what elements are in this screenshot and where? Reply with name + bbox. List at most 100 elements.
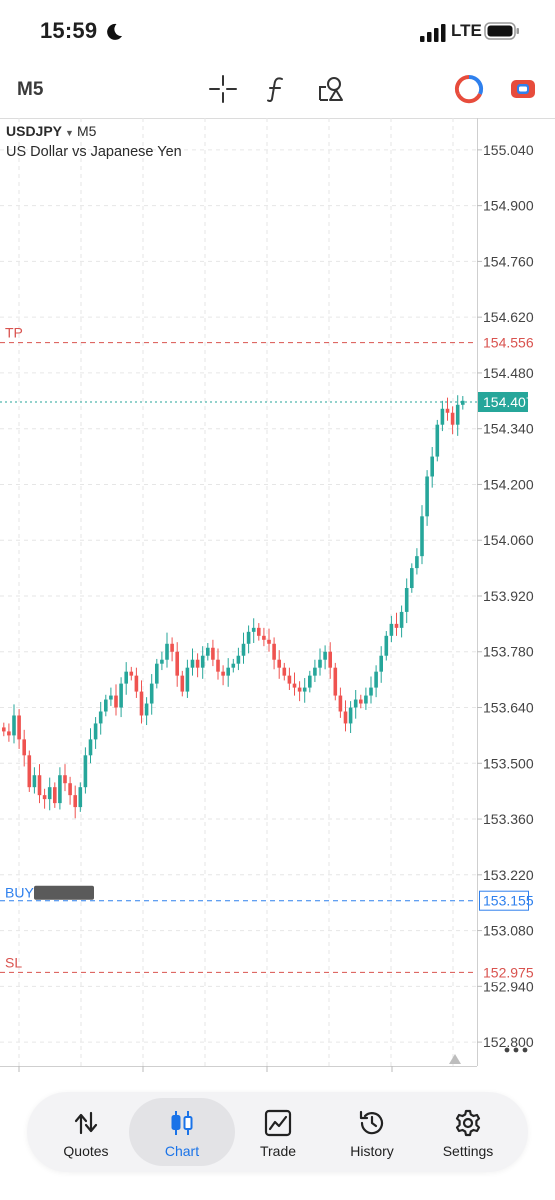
- candle-body: [7, 731, 11, 736]
- signal-icon: [420, 24, 446, 42]
- candle: [53, 782, 57, 808]
- price-tick-label: 153.360: [483, 811, 534, 827]
- candle: [425, 470, 429, 526]
- candle-body: [251, 627, 256, 632]
- trade-icon: [264, 1109, 292, 1137]
- price-tick-label: 154.760: [483, 253, 534, 269]
- candle-body: [241, 643, 246, 656]
- chart-area[interactable]: 155.040 154.900 154.760 154.620 154.480 154.3…: [0, 118, 555, 1074]
- candle: [114, 684, 118, 716]
- candle-body: [129, 671, 134, 676]
- candle-body: [399, 611, 404, 628]
- sl-price-tag: 152.975: [483, 964, 534, 980]
- candle: [7, 723, 11, 742]
- candle: [2, 722, 6, 737]
- settings-icon: [455, 1109, 481, 1137]
- price-tick-label: 154.340: [483, 421, 534, 437]
- candle: [246, 625, 251, 654]
- crosshair-icon[interactable]: [208, 74, 238, 104]
- symbol-timeframe: M5: [76, 123, 97, 139]
- price-tick-label: 153.920: [483, 588, 534, 604]
- nav-chart[interactable]: Chart: [129, 1098, 235, 1166]
- candle: [211, 639, 215, 667]
- candle: [313, 659, 317, 683]
- candle-body: [333, 667, 338, 696]
- status-time: 15:59: [40, 18, 98, 43]
- candle: [134, 667, 139, 698]
- candle: [420, 505, 424, 565]
- candle: [318, 648, 322, 676]
- candle: [165, 632, 169, 668]
- nav-trade[interactable]: Trade: [225, 1098, 331, 1166]
- candle-body: [353, 699, 358, 708]
- candle-body: [221, 671, 225, 676]
- candle-body: [364, 695, 368, 704]
- candle-body: [119, 683, 123, 708]
- candle-body: [32, 775, 37, 788]
- candle-body: [58, 775, 62, 804]
- candle-body: [277, 659, 281, 668]
- candle-body: [272, 643, 276, 660]
- chart-icon: [171, 1111, 193, 1135]
- objects-icon[interactable]: [316, 74, 346, 104]
- candle-body: [450, 412, 455, 425]
- price-tick-label: 153.220: [483, 867, 534, 883]
- candle-body: [369, 687, 373, 696]
- candle: [63, 764, 67, 792]
- candle: [124, 662, 128, 695]
- candle: [450, 406, 455, 435]
- candle: [461, 396, 465, 410]
- symbol-name[interactable]: USDJPY: [6, 123, 63, 139]
- nav-history[interactable]: History: [319, 1098, 425, 1166]
- candle-body: [292, 683, 297, 688]
- candle: [93, 717, 98, 749]
- candle-body: [190, 659, 195, 668]
- candle: [287, 667, 292, 690]
- price-tick-label: 153.640: [483, 700, 534, 716]
- nav-quotes[interactable]: Quotes: [33, 1098, 139, 1166]
- candle-body: [195, 659, 200, 668]
- bottom-nav: Quotes Chart Trade History: [27, 1092, 528, 1172]
- candle-body: [73, 795, 77, 808]
- dropdown-arrow-icon[interactable]: ▼: [65, 128, 74, 138]
- symbol-description: US Dollar vs Japanese Yen: [6, 144, 182, 160]
- candlestick-chart[interactable]: 155.040 154.900 154.760 154.620 154.480 154.3…: [0, 118, 555, 1074]
- candle-body: [440, 408, 445, 425]
- candle: [139, 680, 144, 724]
- price-tick-label: 153.780: [483, 644, 534, 660]
- candle-body: [200, 655, 205, 668]
- indicator-f-icon[interactable]: [262, 74, 292, 104]
- more-icon[interactable]: [503, 1043, 529, 1057]
- candle: [32, 767, 37, 794]
- candle: [292, 672, 297, 696]
- candle: [221, 665, 225, 686]
- candle: [185, 659, 190, 698]
- symbol-selector[interactable]: USDJPY ▼ M5: [6, 123, 96, 139]
- candle-body: [216, 659, 220, 672]
- nav-settings[interactable]: Settings: [415, 1098, 521, 1166]
- candle: [231, 658, 236, 673]
- candle-body: [175, 651, 179, 676]
- candle: [415, 548, 419, 575]
- candle: [262, 627, 266, 647]
- candle: [323, 645, 327, 670]
- candle: [206, 642, 210, 661]
- candle: [348, 701, 353, 734]
- candle: [277, 650, 281, 679]
- candle: [78, 782, 83, 812]
- candle-body: [318, 659, 322, 668]
- candle-body: [394, 623, 399, 628]
- candle: [175, 642, 179, 687]
- candle-body: [282, 667, 287, 676]
- candle-body: [455, 404, 460, 425]
- price-tick-label: 153.500: [483, 755, 534, 771]
- candle-body: [98, 711, 103, 724]
- account-icon[interactable]: [508, 74, 538, 104]
- timeframe-button[interactable]: M5: [17, 79, 44, 100]
- battery-icon: [484, 22, 519, 40]
- candle-body: [425, 476, 429, 517]
- candle-body: [404, 588, 409, 612]
- one-click-trading-icon[interactable]: [454, 74, 484, 104]
- candle-body: [93, 723, 98, 740]
- candle: [308, 670, 312, 693]
